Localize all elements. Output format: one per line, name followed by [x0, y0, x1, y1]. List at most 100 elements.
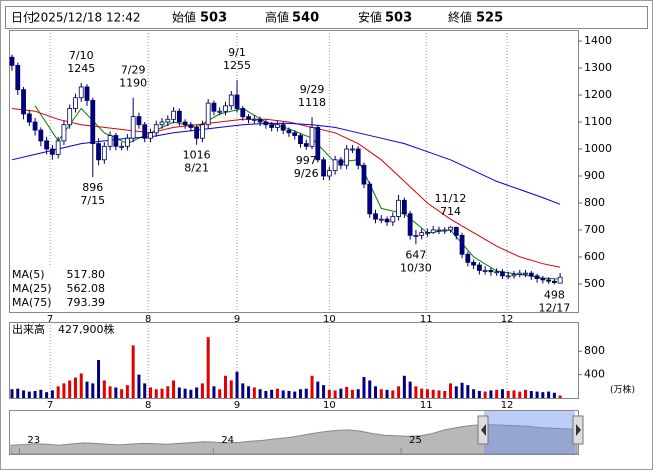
volume-bar	[500, 389, 504, 398]
candle-body	[413, 234, 419, 237]
candle-body	[96, 143, 101, 161]
candle-body	[148, 132, 153, 139]
volume-bar	[368, 380, 372, 398]
candle-body	[505, 275, 511, 278]
volume-bar	[356, 389, 360, 398]
volume-bar	[91, 383, 95, 398]
candle-body	[534, 275, 540, 279]
volume-bar	[287, 390, 291, 398]
overview-selection	[484, 411, 575, 454]
volume-bar	[552, 392, 556, 398]
volume-bar	[489, 390, 493, 398]
volume-bar	[172, 380, 176, 398]
peak-date: 7/10	[69, 49, 94, 62]
volume-bar	[102, 380, 106, 398]
candle-body	[188, 124, 194, 128]
candle-body	[49, 148, 55, 155]
trough-date: 12/17	[539, 301, 571, 314]
candle-body	[101, 145, 107, 161]
peak-date: 9/29	[300, 83, 325, 96]
volume-bar	[50, 390, 54, 398]
volume-bar	[477, 390, 481, 398]
candle-body	[9, 56, 15, 66]
y-tick-label: 1000	[584, 142, 612, 155]
legend-name: MA(25)	[12, 282, 52, 295]
y-tick-label: 1200	[584, 88, 612, 101]
volume-bar	[125, 385, 129, 398]
moving-average-line	[11, 108, 561, 268]
header-label: 始値	[172, 10, 196, 25]
legend-value: 562.08	[67, 282, 106, 295]
candle-body	[119, 145, 125, 148]
candle-body	[350, 148, 355, 151]
candle-body	[482, 270, 488, 272]
x-tick-label: 7	[47, 314, 53, 325]
legend-box	[10, 266, 108, 312]
candle-body	[251, 118, 257, 121]
y-tick-label: 700	[584, 223, 605, 236]
volume-bar	[304, 388, 308, 398]
candle-body	[263, 121, 269, 126]
trough-value: 498	[544, 288, 565, 301]
candle-body	[130, 116, 136, 139]
legend-value: 517.80	[67, 268, 106, 281]
trough-value: 896	[82, 181, 103, 194]
candle-body	[38, 129, 44, 142]
overview-tick-label: 24	[221, 435, 234, 446]
peak-value: 1118	[298, 96, 326, 109]
legend-name: MA(75)	[12, 296, 52, 309]
volume-bar	[472, 389, 476, 398]
peak-date: 9/1	[228, 46, 246, 59]
candle-body	[453, 226, 459, 236]
y-tick-label: 1100	[584, 115, 612, 128]
volume-bar	[402, 375, 406, 398]
legend-name: MA(5)	[12, 268, 45, 281]
x-tick-label: 11	[420, 400, 433, 411]
candle-body	[540, 278, 546, 281]
candle-body	[205, 102, 211, 126]
candle-body	[61, 124, 67, 142]
candle-body	[26, 113, 32, 123]
volume-bar	[558, 395, 562, 398]
y-tick-label: 1300	[584, 61, 612, 74]
candle-body	[194, 127, 200, 139]
volume-bar	[333, 390, 337, 398]
candle-body	[292, 132, 298, 136]
volume-bar	[443, 390, 447, 398]
peak-value: 1245	[67, 62, 95, 75]
volume-bar	[316, 381, 320, 398]
x-tick-label: 10	[323, 400, 336, 411]
x-tick-label: 12	[501, 314, 514, 325]
candle-body	[551, 280, 557, 283]
x-tick-label: 8	[145, 314, 151, 325]
y-tick-label: 400	[584, 368, 605, 381]
volume-bar	[293, 391, 297, 398]
candle-body	[176, 110, 182, 123]
volume-bar	[22, 390, 26, 398]
handle-arrow	[576, 424, 581, 436]
volume-bar	[529, 390, 533, 398]
peak-date: 7/29	[121, 64, 146, 77]
volume-bar	[454, 386, 458, 398]
price-panel	[9, 30, 579, 313]
candle-body	[344, 148, 350, 166]
candle-body	[171, 110, 176, 120]
x-tick-label: 12	[501, 400, 514, 411]
candle-body	[390, 216, 396, 223]
trough-date: 10/30	[400, 261, 432, 274]
volume-bar	[506, 390, 510, 398]
candle-body	[407, 213, 413, 236]
volume-bar	[166, 386, 170, 398]
candle-body	[448, 226, 453, 231]
volume-bar	[512, 390, 516, 398]
candle-body	[396, 199, 401, 217]
volume-unit: (万株)	[610, 384, 635, 396]
date: 2025/12/18 12:42	[33, 11, 141, 25]
candle-body	[90, 100, 96, 145]
candle-body	[217, 110, 223, 113]
x-tick-label: 8	[145, 400, 151, 411]
volume-bar	[241, 383, 245, 398]
volume-bar	[200, 383, 204, 398]
volume-bar	[85, 381, 89, 398]
candle-body	[153, 124, 159, 134]
